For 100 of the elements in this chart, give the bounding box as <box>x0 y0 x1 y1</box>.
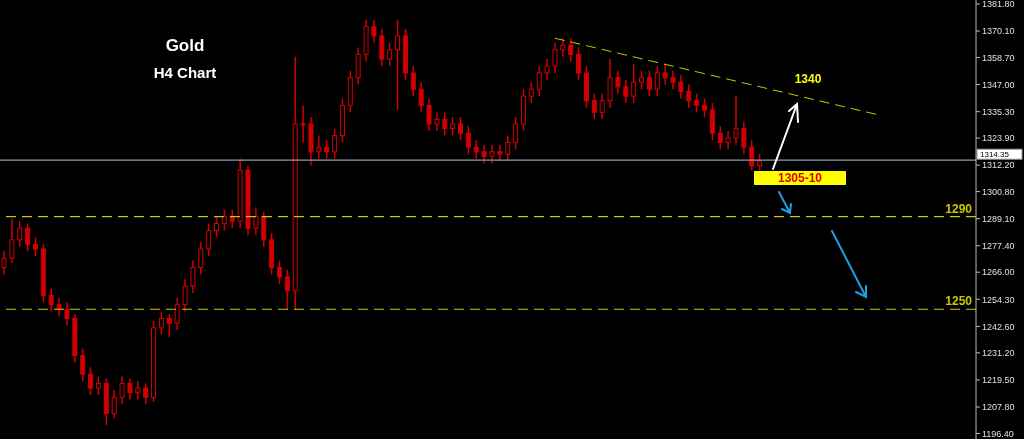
candlestick <box>513 116 519 151</box>
candlestick <box>709 102 715 141</box>
candlestick <box>749 139 755 172</box>
candlestick <box>544 58 550 81</box>
candlestick <box>276 259 282 285</box>
candlestick <box>473 139 479 160</box>
candlestick <box>528 81 534 104</box>
candlestick <box>395 18 401 111</box>
candlestick <box>48 287 54 313</box>
candlestick <box>497 144 503 162</box>
y-tick-label: 1254.30 <box>982 294 1015 305</box>
candlestick <box>174 296 180 331</box>
candlestick <box>229 208 235 229</box>
candlestick <box>198 241 204 276</box>
candlestick <box>631 62 637 104</box>
candlestick <box>25 222 31 253</box>
candlestick <box>206 222 212 257</box>
candlestick <box>316 134 322 160</box>
y-tick-label: 1358.70 <box>982 52 1015 63</box>
candlestick <box>662 62 668 86</box>
candlestick <box>568 37 574 63</box>
candlestick <box>458 116 464 141</box>
y-tick-label: 1300.80 <box>982 186 1015 197</box>
candlestick <box>410 65 416 97</box>
candlestick <box>182 278 188 313</box>
candlestick <box>379 28 385 67</box>
candlestick <box>119 375 125 405</box>
candlestick <box>80 347 86 382</box>
y-tick-label: 1231.20 <box>982 348 1015 359</box>
candlestick <box>623 79 629 104</box>
candlestick <box>434 111 440 132</box>
candlestick <box>489 144 495 165</box>
candlestick <box>158 310 164 336</box>
candlestick <box>505 134 511 162</box>
candlestick <box>56 296 62 317</box>
candlestick <box>17 220 23 248</box>
candlestick <box>127 378 133 401</box>
candlestick <box>426 97 432 132</box>
candlestick <box>253 206 259 236</box>
candlestick <box>654 65 660 97</box>
y-tick-label: 1347.00 <box>982 79 1015 90</box>
candlestick <box>261 211 267 248</box>
candlestick <box>481 144 487 165</box>
candlestick <box>686 83 692 109</box>
candlestick <box>465 125 471 155</box>
candlestick <box>442 111 448 137</box>
candlestick <box>733 95 739 146</box>
candlestick <box>111 389 117 419</box>
candlestick <box>536 65 542 97</box>
candlestick <box>300 104 306 144</box>
y-tick-label: 1381.80 <box>982 0 1015 10</box>
candlestick <box>646 69 652 97</box>
candlestick <box>576 46 582 81</box>
candlestick <box>9 218 15 264</box>
ref-line-label: 1314.35 <box>980 150 1010 160</box>
y-tick-label: 1370.10 <box>982 26 1015 37</box>
candlestick <box>190 259 196 294</box>
candlestick <box>607 58 613 109</box>
y-tick-label: 1207.80 <box>982 402 1015 413</box>
candlestick <box>355 46 361 86</box>
ref-line-label: 1290 <box>945 201 973 216</box>
text: Gold <box>164 36 206 56</box>
candlestick <box>95 375 101 396</box>
candlestick <box>284 269 290 311</box>
candlestick <box>166 313 172 338</box>
candlestick <box>599 93 605 121</box>
candlestick <box>135 380 141 401</box>
candlestick <box>702 97 708 118</box>
text: H4 Chart <box>152 64 218 81</box>
candlestick <box>143 382 149 405</box>
candlestick <box>332 127 338 160</box>
candlestick <box>371 18 377 44</box>
y-tick-label: 1289.10 <box>982 213 1015 224</box>
candlestick <box>221 208 227 232</box>
candlestick <box>32 236 38 257</box>
candlestick <box>741 120 747 155</box>
candlestick <box>214 215 220 239</box>
candlestick <box>591 93 597 121</box>
y-tick-label: 1196.40 <box>982 428 1014 439</box>
candlestick <box>560 37 566 58</box>
y-tick-label: 1242.60 <box>982 321 1015 332</box>
candlestick <box>717 125 723 151</box>
candlestick <box>88 366 94 396</box>
y-tick-label: 1323.90 <box>982 133 1015 144</box>
ref-line-label: 1250 <box>945 294 973 309</box>
candlestick <box>64 301 70 327</box>
candlestick <box>725 130 731 151</box>
candlestick <box>639 69 645 90</box>
candlestick <box>387 42 393 67</box>
y-tick-label: 1266.00 <box>982 267 1015 278</box>
candlestick <box>450 116 456 137</box>
candlestick <box>552 42 558 74</box>
y-tick-label: 1312.20 <box>982 160 1015 171</box>
annotation: 1340 <box>793 72 823 86</box>
y-tick-label: 1219.50 <box>982 375 1015 386</box>
y-tick-label: 1277.40 <box>982 240 1015 251</box>
candlestick <box>418 81 424 114</box>
candlestick <box>324 139 330 160</box>
candlestick <box>670 69 676 90</box>
candlestick <box>678 74 684 100</box>
